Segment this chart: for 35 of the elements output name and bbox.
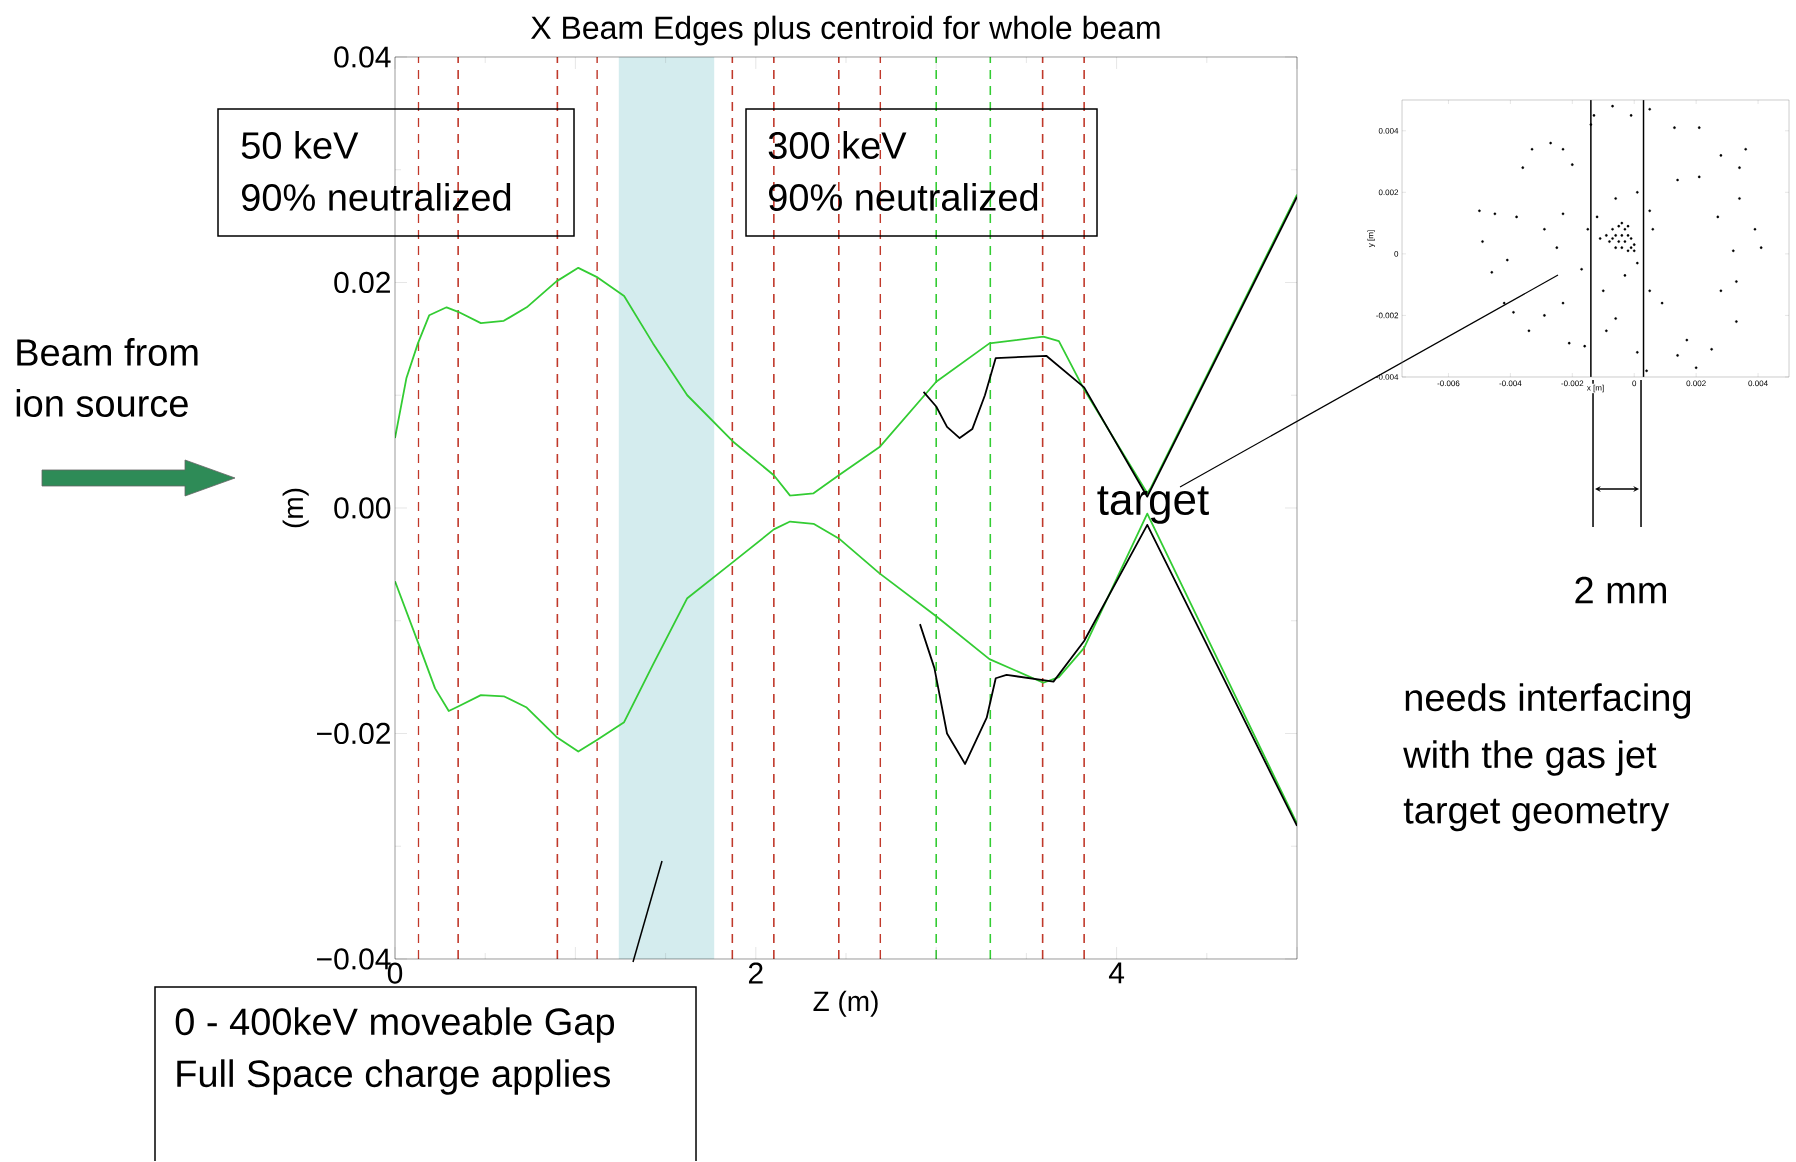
y-tick-label: 0.002	[1378, 189, 1399, 196]
x-tick-label: -0.002	[1561, 380, 1584, 387]
y-tick-label: 0	[1394, 251, 1399, 257]
x-tick-label: -0.004	[1499, 380, 1522, 387]
text: with the gas jet	[1403, 740, 1657, 776]
y-tick-label: 0.004	[1378, 127, 1399, 134]
annotation: target	[1097, 486, 1209, 524]
text: 2 mm	[1575, 576, 1666, 604]
x-tick-label: 2	[748, 962, 763, 984]
x-axis-title: Z (m)	[813, 990, 878, 1017]
x-tick-label: -0.006	[1437, 380, 1460, 387]
text: Full Space charge applies	[177, 1059, 610, 1095]
text: ion source	[16, 389, 188, 417]
text: 0 - 400keV moveable Gap	[175, 1007, 615, 1043]
text: Beam from	[17, 338, 198, 366]
text: target geometry	[1403, 798, 1670, 832]
x-tick-label: 0	[1632, 380, 1637, 387]
annotation: 90% neutralized	[241, 183, 511, 211]
y-axis-title: y [m]	[1367, 230, 1375, 248]
text: needs interfacing	[1405, 683, 1691, 719]
y-tick-label: -0.004	[1376, 374, 1399, 380]
text: 50 keV	[241, 131, 359, 159]
y-tick-label: 0.02	[334, 271, 390, 294]
x-tick-label: 0.004	[1748, 380, 1768, 387]
annotation: 300 keV	[768, 131, 907, 159]
y-axis-title: (m)	[282, 488, 309, 528]
x-axis-title: x [m]	[1586, 384, 1604, 393]
y-tick-label: 0.00	[334, 497, 391, 519]
y-tick-label: −0.02	[317, 722, 390, 745]
y-tick-label: 0.04	[334, 46, 391, 68]
annotation: 90% neutralized	[769, 183, 1038, 211]
x-tick-label: 4	[1108, 962, 1125, 984]
y-tick-label: -0.002	[1376, 312, 1399, 319]
x-tick-label: 0.002	[1686, 380, 1706, 387]
chart-title: X Beam Edges plus centroid for whole beam	[531, 15, 1160, 46]
